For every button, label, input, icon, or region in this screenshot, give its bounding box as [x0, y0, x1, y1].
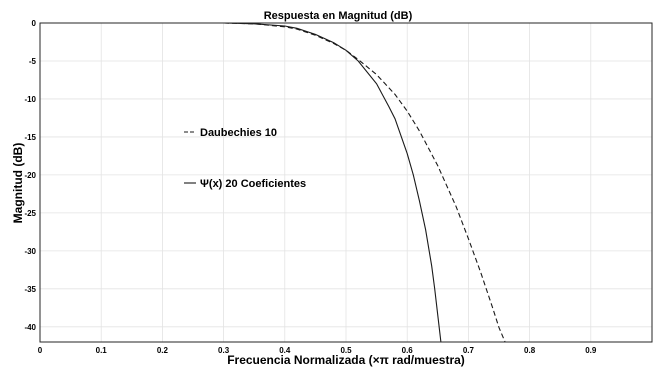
y-tick-label: -15 [24, 133, 36, 142]
x-tick-label: 0 [38, 346, 43, 355]
grid-lines [39, 22, 652, 342]
x-tick-label: 0.7 [463, 346, 475, 355]
y-tick-label: -5 [29, 57, 37, 66]
x-tick-label: 0.1 [96, 346, 108, 355]
x-tick-label: 0.3 [218, 346, 230, 355]
x-tick-label: 0.9 [585, 346, 597, 355]
x-tick-label: 0.8 [524, 346, 536, 355]
x-tick-label: 0.2 [157, 346, 169, 355]
legend: Daubechies 10 Ψ(x) 20 Coeficientes [184, 127, 306, 190]
plot-frame [39, 22, 653, 343]
x-tick-labels: 0 0.1 0.2 0.3 0.4 0.5 0.6 0.7 0.8 0.9 [38, 346, 597, 355]
x-tick-label: 0.4 [279, 346, 291, 355]
x-tick-label: 0.5 [340, 346, 352, 355]
y-tick-label: -20 [24, 171, 36, 180]
y-tick-labels: 0 -5 -10 -15 -20 -25 -30 -35 -40 [24, 19, 36, 332]
y-axis-label: Magnitud (dB) [11, 143, 25, 224]
y-tick-label: -30 [24, 247, 36, 256]
y-tick-label: 0 [32, 19, 37, 28]
y-tick-label: -25 [24, 209, 36, 218]
x-tick-label: 0.6 [402, 346, 414, 355]
series-lines [40, 23, 506, 342]
y-tick-label: -35 [24, 285, 36, 294]
y-tick-label: -10 [24, 95, 36, 104]
legend-label: Ψ(x) 20 Coeficientes [200, 178, 306, 190]
y-tick-label: -40 [24, 323, 36, 332]
x-axis-label: Frecuencia Normalizada (×π rad/muestra) [227, 353, 465, 367]
series-line-daubechies-10 [40, 23, 506, 342]
chart-title: Respuesta en Magnitud (dB) [264, 10, 413, 22]
series-line-psi-20-coeficientes [40, 23, 442, 342]
legend-label: Daubechies 10 [200, 127, 277, 139]
